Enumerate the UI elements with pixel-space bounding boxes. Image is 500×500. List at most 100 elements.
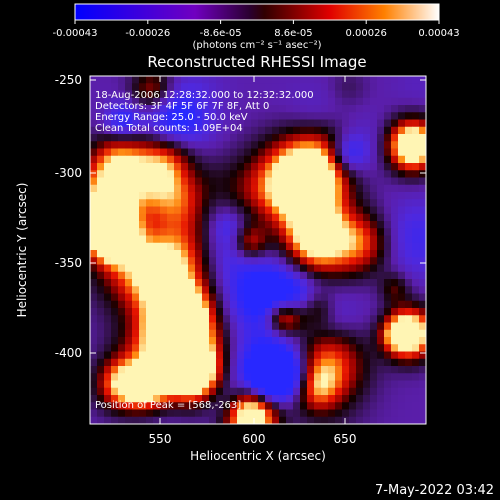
heatmap-cell bbox=[132, 416, 140, 425]
heatmap-cell bbox=[335, 300, 343, 309]
heatmap-cell bbox=[265, 228, 273, 236]
heatmap-cell bbox=[349, 250, 357, 258]
heatmap-cell bbox=[118, 90, 126, 99]
heatmap-cell bbox=[97, 213, 105, 222]
heatmap-cell bbox=[258, 76, 266, 84]
heatmap-cell bbox=[111, 221, 119, 229]
heatmap-cell bbox=[307, 286, 315, 294]
heatmap-cell bbox=[209, 416, 217, 425]
heatmap-cell bbox=[188, 148, 196, 157]
heatmap-cell bbox=[321, 112, 329, 120]
heatmap-cell bbox=[286, 221, 294, 229]
heatmap-cell bbox=[244, 192, 252, 200]
heatmap-cell bbox=[272, 119, 280, 128]
heatmap-cell bbox=[342, 97, 350, 106]
heatmap-cell bbox=[391, 141, 399, 149]
heatmap-cell bbox=[188, 192, 196, 200]
heatmap-cell bbox=[223, 119, 231, 128]
heatmap-cell bbox=[181, 286, 189, 294]
heatmap-cell bbox=[335, 177, 343, 186]
heatmap-cell bbox=[300, 293, 308, 302]
heatmap-cell bbox=[202, 192, 210, 200]
heatmap-cell bbox=[195, 97, 203, 106]
heatmap-cell bbox=[335, 351, 343, 360]
heatmap-cell bbox=[111, 286, 119, 294]
heatmap-cell bbox=[272, 337, 280, 345]
heatmap-cell bbox=[167, 257, 175, 265]
heatmap-cell bbox=[188, 279, 196, 287]
heatmap-cell bbox=[272, 279, 280, 287]
heatmap-cell bbox=[223, 351, 231, 360]
heatmap-cell bbox=[349, 192, 357, 200]
heatmap-cell bbox=[132, 329, 140, 338]
heatmap-cell bbox=[398, 235, 406, 244]
heatmap-cell bbox=[230, 163, 238, 171]
heatmap-cell bbox=[377, 155, 385, 164]
heatmap-cell bbox=[384, 286, 392, 294]
heatmap-cell bbox=[111, 112, 119, 120]
heatmap-cell bbox=[174, 250, 182, 258]
heatmap-cell bbox=[279, 235, 287, 244]
heatmap-cell bbox=[244, 308, 252, 316]
heatmap-cell bbox=[251, 83, 259, 91]
heatmap-cell bbox=[223, 416, 231, 425]
heatmap-cell bbox=[419, 387, 427, 396]
heatmap-cell bbox=[405, 126, 413, 135]
heatmap-cell bbox=[188, 76, 196, 84]
heatmap-cell bbox=[111, 141, 119, 149]
heatmap-cell bbox=[412, 337, 420, 345]
heatmap-cell bbox=[286, 206, 294, 215]
heatmap-cell bbox=[111, 242, 119, 251]
heatmap-cell bbox=[370, 199, 378, 207]
heatmap-cell bbox=[237, 344, 245, 352]
heatmap-cell bbox=[377, 322, 385, 331]
heatmap-cell bbox=[419, 264, 427, 273]
heatmap-cell bbox=[258, 90, 266, 99]
heatmap-cell bbox=[209, 90, 217, 99]
heatmap-cell bbox=[97, 177, 105, 186]
heatmap-cell bbox=[391, 373, 399, 381]
heatmap-cell bbox=[160, 257, 168, 265]
heatmap-cell bbox=[251, 409, 259, 418]
heatmap-cell bbox=[300, 213, 308, 222]
heatmap-cell bbox=[223, 206, 231, 215]
heatmap-cell bbox=[265, 366, 273, 374]
heatmap-cell bbox=[321, 134, 329, 142]
heatmap-cell bbox=[244, 402, 252, 410]
heatmap-cell bbox=[209, 163, 217, 171]
heatmap-cell bbox=[244, 199, 252, 207]
heatmap-cell bbox=[104, 358, 112, 367]
heatmap-cell bbox=[132, 279, 140, 287]
heatmap-cell bbox=[286, 235, 294, 244]
heatmap-cell bbox=[97, 83, 105, 91]
heatmap-cell bbox=[321, 380, 329, 389]
heatmap-cell bbox=[363, 395, 371, 403]
heatmap-cell bbox=[272, 97, 280, 106]
heatmap-cell bbox=[125, 257, 133, 265]
heatmap-cell bbox=[132, 192, 140, 200]
heatmap-cell bbox=[251, 257, 259, 265]
heatmap-cell bbox=[160, 308, 168, 316]
heatmap-cell bbox=[370, 148, 378, 157]
heatmap-cell bbox=[97, 76, 105, 84]
heatmap-cell bbox=[335, 322, 343, 331]
heatmap-cell bbox=[314, 221, 322, 229]
heatmap-cell bbox=[300, 235, 308, 244]
heatmap-cell bbox=[321, 250, 329, 258]
heatmap-cell bbox=[244, 387, 252, 396]
heatmap-cell bbox=[111, 329, 119, 338]
heatmap-cell bbox=[237, 264, 245, 273]
heatmap-cell bbox=[188, 293, 196, 302]
heatmap-cell bbox=[90, 416, 98, 425]
heatmap-cell bbox=[202, 90, 210, 99]
heatmap-cell bbox=[377, 395, 385, 403]
heatmap-cell bbox=[251, 264, 259, 273]
heatmap-cell bbox=[146, 90, 154, 99]
heatmap-cell bbox=[139, 300, 147, 309]
overlay-energy-range: Energy Range: 25.0 - 50.0 keV bbox=[95, 112, 248, 123]
heatmap-cell bbox=[419, 235, 427, 244]
heatmap-cell bbox=[230, 322, 238, 331]
heatmap-cell bbox=[321, 264, 329, 273]
heatmap-cell bbox=[342, 337, 350, 345]
heatmap-cell bbox=[90, 141, 98, 149]
